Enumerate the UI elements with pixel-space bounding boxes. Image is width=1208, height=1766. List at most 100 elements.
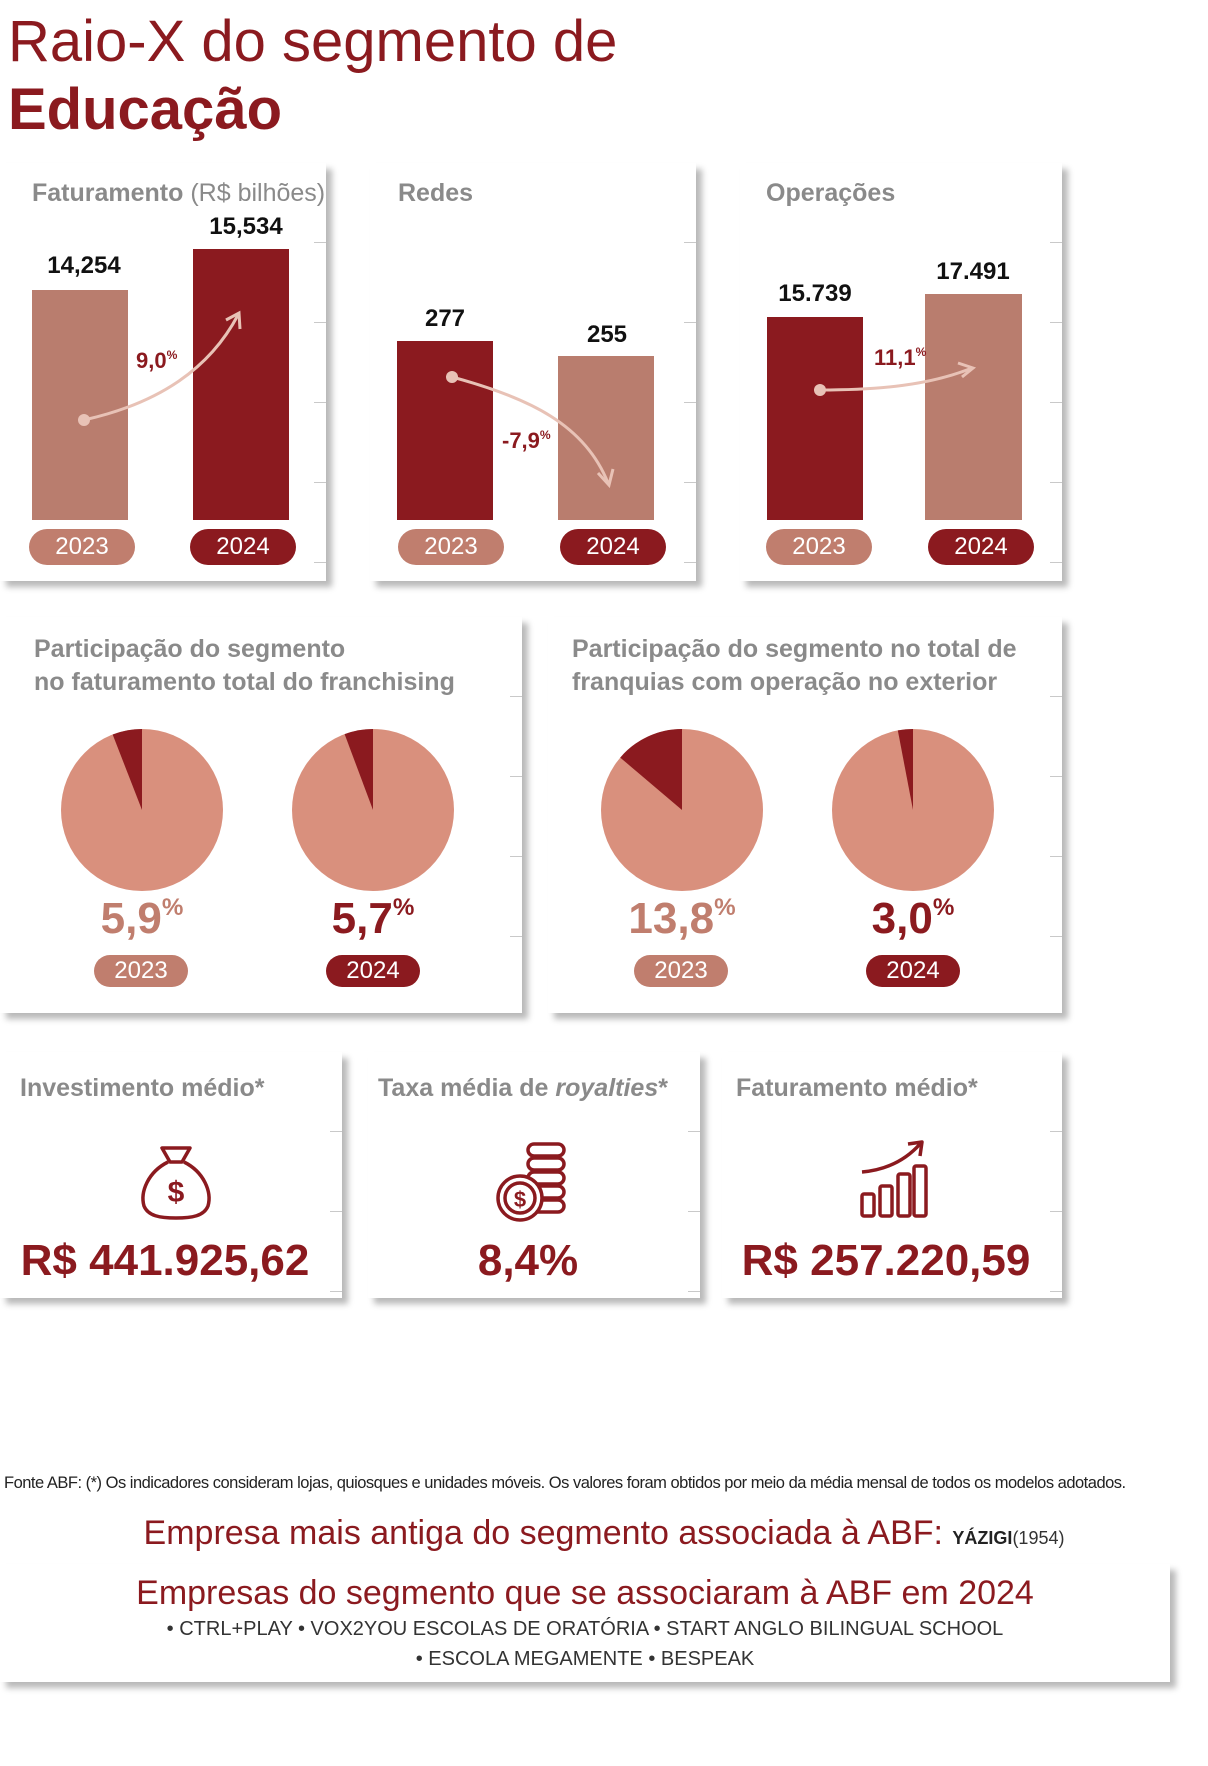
chart-title-main: Faturamento xyxy=(32,179,184,207)
bar-2023 xyxy=(767,317,863,520)
value-label-2024: 17.491 xyxy=(936,258,1010,285)
value-label-2023: 277 xyxy=(424,305,466,332)
growth-chart-icon xyxy=(860,1140,928,1218)
pie-pair-faturamento xyxy=(61,729,454,891)
pie-2023 xyxy=(601,729,763,891)
chart-title: Participação do segmento no faturamento … xyxy=(34,633,455,699)
svg-text:$: $ xyxy=(514,1187,526,1212)
oldest-company: YÁZIGI xyxy=(952,1528,1013,1548)
pct-label-2024: 5,7% xyxy=(273,894,473,944)
trend-arrow xyxy=(451,375,610,484)
new-members-box: Empresas do segmento que se associaram à… xyxy=(0,1564,1170,1682)
change-label: -7,9% xyxy=(502,428,551,454)
bar-2023 xyxy=(32,290,128,520)
chart-title-line1: Participação do segmento xyxy=(34,635,346,663)
kpi-title: Taxa média de royalties* xyxy=(378,1072,668,1105)
bar-chart-operacoes xyxy=(767,294,1022,520)
year-pill-2023: 2023 xyxy=(94,955,188,987)
kpi-title-post: * xyxy=(658,1074,668,1102)
pct-unit: % xyxy=(714,894,736,921)
pct-unit: % xyxy=(392,894,415,921)
new-members-line2: • ESCOLA MEGAMENTE • BESPEAK xyxy=(415,1648,755,1670)
change-unit: % xyxy=(539,428,551,442)
chart-title-line2: no faturamento total do franchising xyxy=(34,668,455,696)
value-label-2024: 255 xyxy=(586,321,628,348)
coins-icon: $ xyxy=(496,1142,566,1222)
chart-title: Participação do segmento no total de fra… xyxy=(572,633,1017,699)
bar-2024 xyxy=(558,356,654,520)
pie-segment-slice xyxy=(620,729,682,810)
pie-2023 xyxy=(61,729,223,891)
chart-title: Redes xyxy=(398,179,474,207)
year-pill-2024: 2024 xyxy=(560,529,666,565)
change-value: 11,1 xyxy=(874,345,916,371)
bar-card-redes: Redes 277 255 -7,9% 2023 2024 xyxy=(370,163,696,581)
bar-2024 xyxy=(193,249,289,520)
bar-chart-faturamento xyxy=(32,249,289,520)
oldest-label: Empresa mais antiga do segmento associad… xyxy=(143,1514,943,1552)
year-pill-2023: 2023 xyxy=(634,955,728,987)
kpi-title-pre: Taxa média de xyxy=(378,1074,556,1102)
year-pill-2023: 2023 xyxy=(29,529,135,565)
change-label: 9,0% xyxy=(136,348,177,374)
year-pill-2024: 2024 xyxy=(866,955,960,987)
bar-2023 xyxy=(397,341,493,520)
trend-arrowhead xyxy=(225,310,242,330)
source-footnote: Fonte ABF: (*) Os indicadores consideram… xyxy=(4,1474,1126,1492)
change-value: 9,0 xyxy=(136,348,167,374)
pie-card-exterior-share: Participação do segmento no total de fra… xyxy=(548,617,1062,1013)
year-pill-2024: 2024 xyxy=(928,529,1034,565)
pie-segment-slice xyxy=(897,729,913,810)
change-label: 11,1% xyxy=(874,345,926,371)
pct-label-2023: 5,9% xyxy=(42,894,242,944)
change-value: -7,9 xyxy=(502,428,540,454)
value-label-2024: 15,534 xyxy=(209,213,283,240)
svg-text:$: $ xyxy=(168,1176,185,1209)
pie-segment-slice xyxy=(112,729,142,810)
kpi-card-investimento: Investimento médio* $ R$ 441.925,62 xyxy=(0,1052,342,1298)
pie-2024 xyxy=(832,729,994,891)
chart-title: Faturamento (R$ bilhões) xyxy=(32,177,325,210)
pct-value: 5,7 xyxy=(331,894,393,944)
kpi-card-faturamento-medio: Faturamento médio* R$ 257.220,59 xyxy=(722,1052,1062,1298)
pie-card-faturamento-share: Participação do segmento no faturamento … xyxy=(0,617,522,1013)
pct-label-2023: 13,8% xyxy=(582,894,782,944)
year-pill-2024: 2024 xyxy=(190,529,296,565)
pct-label-2024: 3,0% xyxy=(813,894,1013,944)
pie-pair-exterior xyxy=(601,729,994,891)
year-pill-2023: 2023 xyxy=(398,529,504,565)
trend-start-dot xyxy=(814,384,826,396)
new-members-line1: • CTRL+PLAY • VOX2YOU ESCOLAS DE ORATÓRI… xyxy=(166,1618,1004,1640)
value-label-2023: 15.739 xyxy=(778,280,852,307)
chart-title-line2: franquias com operação no exterior xyxy=(572,668,998,696)
value-label-2023: 14,254 xyxy=(47,252,121,279)
oldest-company-line: Empresa mais antiga do segmento associad… xyxy=(0,1514,1208,1553)
trend-start-dot xyxy=(78,414,90,426)
kpi-title: Investimento médio* xyxy=(20,1074,265,1102)
bar-card-operacoes: Operações 15.739 17.491 11,1% 2023 2024 xyxy=(740,163,1062,581)
trend-arrowhead xyxy=(596,468,615,489)
kpi-title-em: royalties xyxy=(555,1074,659,1102)
kpi-value: 8,4% xyxy=(477,1236,579,1285)
trend-start-dot xyxy=(446,371,458,383)
page-title-line2: Educação xyxy=(8,77,282,142)
trend-arrowhead xyxy=(957,361,977,379)
oldest-year: (1954) xyxy=(1012,1528,1065,1548)
chart-title: Operações xyxy=(766,179,896,207)
kpi-value: R$ 441.925,62 xyxy=(20,1236,310,1285)
trend-arrow xyxy=(819,366,973,392)
money-bag-icon: $ xyxy=(141,1146,211,1220)
year-pill-2024: 2024 xyxy=(326,955,420,987)
bar-2024 xyxy=(925,294,1022,520)
kpi-value: R$ 257.220,59 xyxy=(741,1236,1031,1285)
chart-title-unit: (R$ bilhões) xyxy=(190,179,326,207)
pct-value: 5,9 xyxy=(100,894,162,944)
pct-unit: % xyxy=(161,894,184,921)
new-members-title: Empresas do segmento que se associaram à… xyxy=(136,1574,1034,1612)
kpi-title: Faturamento médio* xyxy=(736,1074,978,1102)
bar-chart-redes xyxy=(397,341,654,520)
bar-card-faturamento: Faturamento (R$ bilhões) 14,254 15,534 9… xyxy=(0,163,326,581)
pct-value: 13,8 xyxy=(628,894,715,944)
pct-value: 3,0 xyxy=(871,894,933,944)
change-unit: % xyxy=(915,345,927,359)
